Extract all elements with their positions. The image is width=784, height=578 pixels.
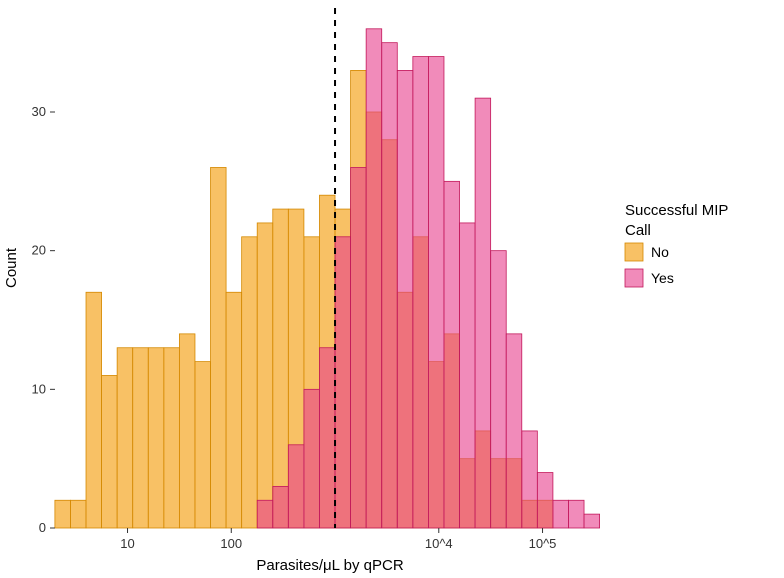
bar-no: [211, 167, 227, 528]
bar-no: [257, 223, 273, 528]
bar-no: [195, 362, 211, 528]
bar-yes: [522, 431, 538, 528]
x-tick-label: 10^5: [529, 536, 557, 551]
histogram-chart: 0 10 20 30 10 100 10^4 10^5 Count Parasites/μL by…: [0, 0, 784, 578]
bar-no: [242, 237, 258, 528]
bar-no: [273, 209, 289, 528]
bar-yes: [319, 348, 335, 528]
y-tick-label: 10: [32, 381, 46, 396]
legend-title-2: Call: [625, 222, 651, 239]
bar-yes: [553, 500, 569, 528]
legend-label-no: No: [651, 244, 669, 260]
y-axis-label: Count: [3, 247, 20, 288]
x-tick-label: 10: [120, 536, 134, 551]
bar-yes: [288, 445, 304, 528]
bar-yes: [351, 167, 367, 528]
bar-yes: [444, 181, 460, 528]
bar-yes: [568, 500, 584, 528]
bar-yes: [475, 98, 491, 528]
legend-label-yes: Yes: [651, 270, 674, 286]
bar-yes: [304, 389, 320, 528]
bar-no: [102, 375, 118, 528]
legend-key-yes: [625, 269, 643, 287]
bar-yes: [273, 486, 289, 528]
bar-yes: [257, 500, 273, 528]
y-tick-label: 20: [32, 243, 46, 258]
bar-no: [164, 348, 180, 528]
y-tick-label: 30: [32, 104, 46, 119]
bar-yes: [397, 70, 413, 528]
bar-yes: [537, 473, 553, 528]
bar-yes: [506, 334, 522, 528]
bar-no: [179, 334, 195, 528]
bar-yes: [382, 43, 398, 528]
bar-yes: [428, 57, 444, 528]
bar-yes: [584, 514, 600, 528]
bar-yes: [491, 251, 507, 528]
legend-key-no: [625, 243, 643, 261]
bar-no: [117, 348, 133, 528]
x-tick-label: 100: [220, 536, 242, 551]
bar-yes: [335, 237, 351, 528]
bar-no: [133, 348, 149, 528]
x-axis-label: Parasites/μL by qPCR: [256, 557, 403, 574]
legend-title-1: Successful MIP: [625, 202, 728, 219]
y-tick-label: 0: [39, 520, 46, 535]
bar-no: [226, 292, 242, 528]
bar-no: [55, 500, 71, 528]
x-tick-label: 10^4: [425, 536, 453, 551]
bar-no: [148, 348, 164, 528]
bar-no: [86, 292, 102, 528]
bar-yes: [413, 57, 429, 528]
bar-no: [70, 500, 86, 528]
bar-yes: [366, 29, 382, 528]
bar-yes: [460, 223, 476, 528]
